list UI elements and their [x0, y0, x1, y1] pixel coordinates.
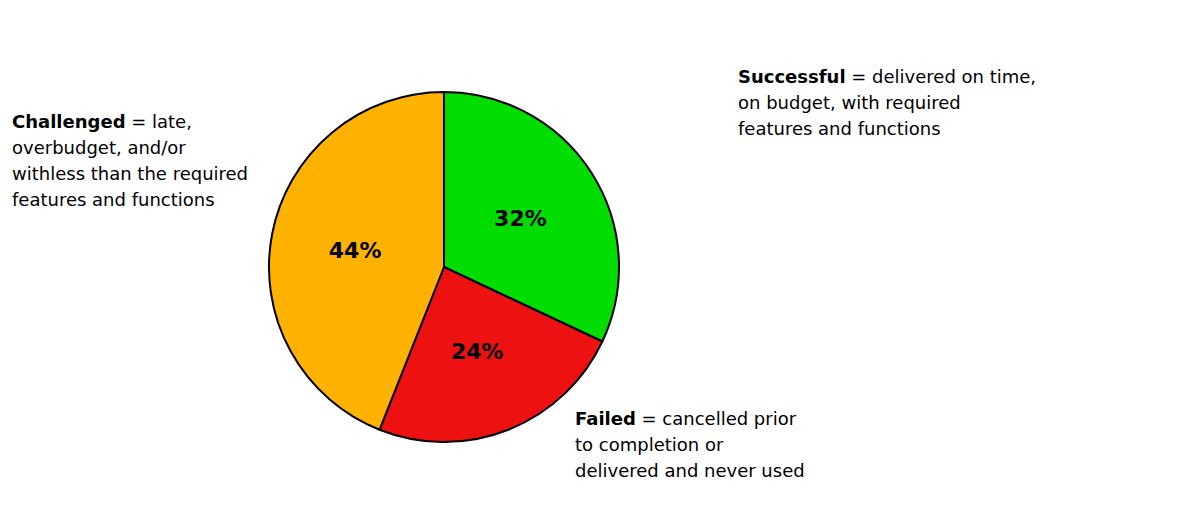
svg-text:Challenged: Challenged: [12, 111, 126, 132]
svg-text:to completion or: to completion or: [575, 434, 724, 455]
svg-text:32%: 32%: [494, 206, 547, 231]
svg-text:= delivered on time,: = delivered on time,: [846, 66, 1037, 87]
svg-text:Successful: Successful: [738, 66, 846, 87]
svg-text:24%: 24%: [451, 339, 504, 364]
svg-text:on budget, with required: on budget, with required: [738, 92, 961, 113]
svg-text:overbudget, and/or: overbudget, and/or: [12, 137, 186, 158]
svg-text:= late,: = late,: [126, 111, 192, 132]
svg-text:Failed: Failed: [575, 408, 636, 429]
svg-text:44%: 44%: [329, 238, 382, 263]
svg-text:= cancelled prior: = cancelled prior: [636, 408, 797, 429]
svg-text:features and functions: features and functions: [738, 118, 941, 139]
svg-text:withless than the required: withless than the required: [12, 163, 248, 184]
svg-text:features and functions: features and functions: [12, 189, 215, 210]
svg-text:delivered and never used: delivered and never used: [575, 460, 805, 481]
